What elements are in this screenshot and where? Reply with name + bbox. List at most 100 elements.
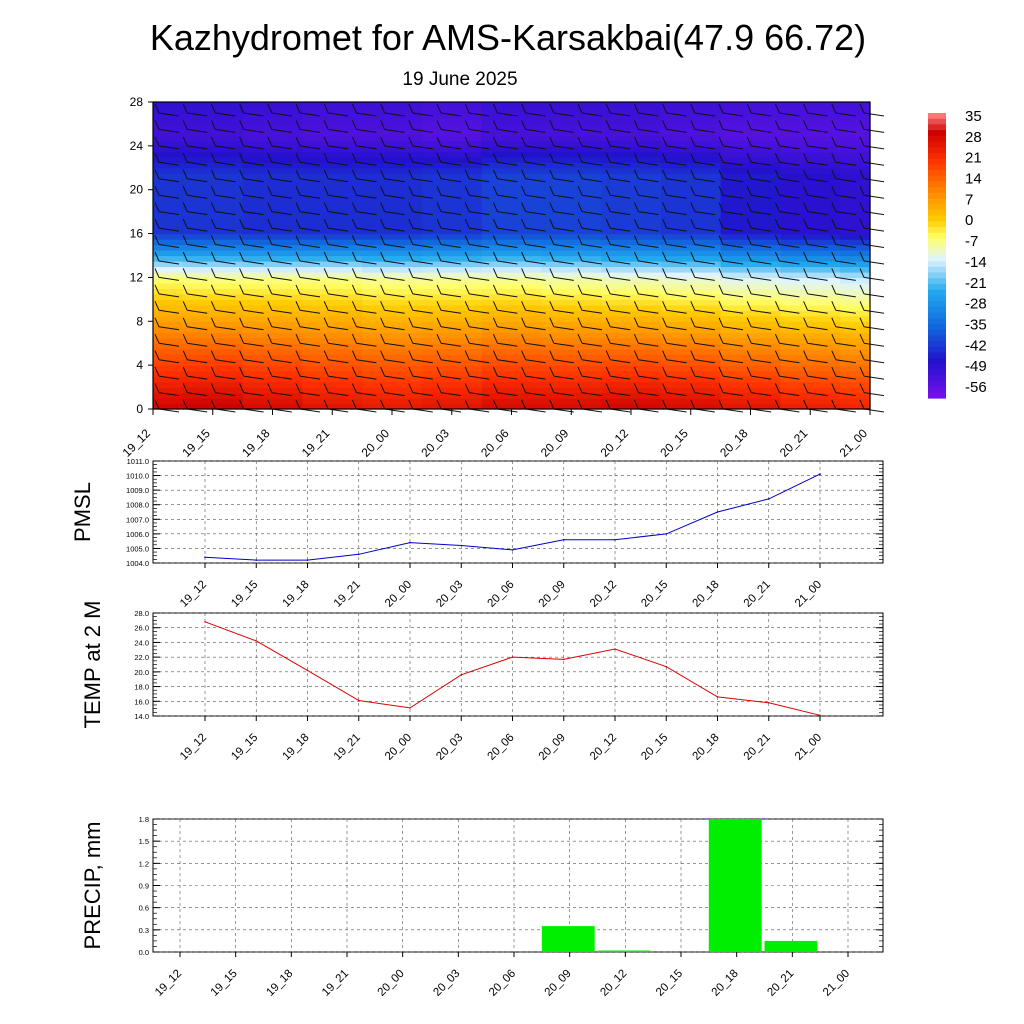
wind-barb [803,350,828,364]
heatmap-cell [660,211,722,218]
heatmap-cell [840,321,871,328]
heatmap-cell [840,102,871,109]
wind-barb [436,103,462,117]
wind-barb [210,350,236,364]
wind-barb [718,169,744,183]
wind-barb [408,333,433,347]
wind-barb [267,350,292,364]
colorbar-segment [928,306,946,314]
wind-barb [662,333,687,347]
wind-barb [239,235,264,248]
wind-barb [210,333,236,347]
x-tick-label: 20_18 [710,968,741,999]
wind-barb [239,202,264,216]
wind-barb [351,103,377,117]
heatmap-cell [362,403,423,410]
wind-barb [690,120,715,133]
heatmap-cell [182,211,244,218]
heatmap-cell [182,244,244,251]
wind-barb [549,202,574,216]
heatmap-x-tick-label: 20_00 [359,426,393,460]
wind-barb [577,333,603,347]
data-point [460,544,463,547]
wind-barb [380,235,405,248]
wind-barb [521,383,546,397]
data-point [563,538,565,541]
heatmap-cell [362,381,423,388]
heatmap-cell [780,239,841,246]
heatmap-cell [481,354,542,361]
heatmap-cell [362,239,423,246]
heatmap-cell [421,162,483,169]
wind-barb [436,284,462,298]
heatmap-cell [541,173,602,180]
heatmap-cell [541,167,602,174]
wind-barb [605,268,631,281]
wind-barb [831,202,856,216]
colorbar-segment [928,272,946,279]
heatmap-cell [720,184,781,191]
wind-barb [436,202,462,216]
heatmap-cell [242,365,303,372]
heatmap-cell [660,376,722,383]
wind-barb [492,366,518,380]
wind-barb [239,284,264,298]
wind-barb [295,218,321,232]
colorbar-segment [928,181,946,188]
wind-barb [549,317,574,331]
heatmap-cell [421,250,483,257]
heatmap-cell [481,113,542,120]
wind-barb [182,103,208,117]
wind-barb [267,284,292,298]
wind-barb [210,251,236,265]
heatmap-cell [660,239,722,246]
wind-barb [521,268,546,281]
heatmap-cell [660,123,722,130]
wind-barb [549,251,574,265]
heatmap-cell [601,381,662,388]
wind-barb [662,218,687,232]
heatmap-cell [601,348,662,355]
wind-barb [521,333,546,347]
heatmap-cell [182,304,244,311]
wind-barb [662,185,687,199]
heatmap-cell [780,255,841,262]
heatmap-cell [182,217,244,224]
wind-barb [746,120,772,133]
wind-barb [351,218,377,232]
heatmap-cell [182,343,244,350]
wind-barb [154,251,180,265]
heatmap-cell [302,392,363,399]
heatmap-cell [840,255,871,262]
wind-barb [436,383,462,397]
heatmap-cell [182,392,244,399]
wind-barb [718,251,744,265]
wind-barb [746,169,772,183]
wind-barb [549,301,574,314]
x-tick-label: 19_21 [332,732,363,763]
heatmap-cell [840,387,871,394]
wind-barb [154,268,180,281]
heatmap-cell [153,354,184,361]
wind-barb [859,366,885,380]
heatmap-cell [302,255,363,262]
heatmap-cell [153,228,184,235]
colorbar-segment [928,329,946,336]
wind-barb [267,202,292,216]
heatmap-cell [302,156,363,163]
heatmap-cell [660,206,722,213]
wind-barb [633,120,659,133]
wind-barb [774,317,800,331]
heatmap-cell [840,271,871,278]
heatmap-cell [242,129,303,136]
wind-barb [182,251,208,265]
heatmap-cell [660,222,722,229]
wind-barb [351,268,377,281]
wind-barb [295,153,321,166]
wind-barb [662,202,687,216]
wind-barb [380,169,405,183]
data-point [409,707,411,709]
heatmap-cell [660,354,722,361]
data-point [716,511,719,513]
